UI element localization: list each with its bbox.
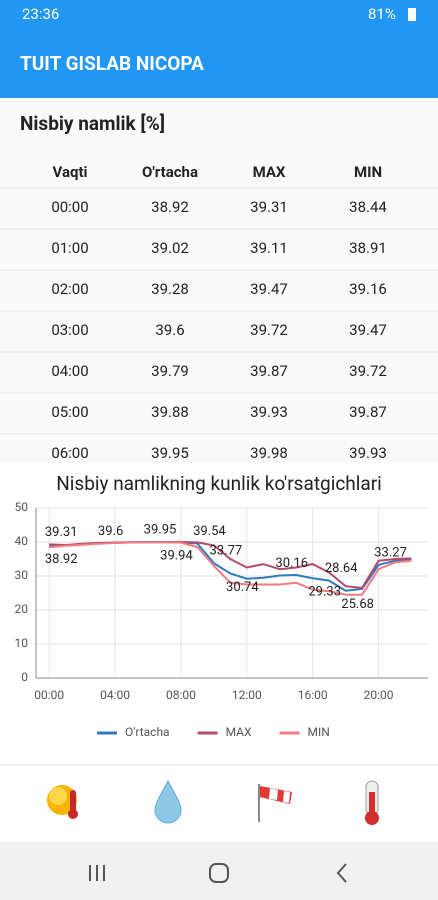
table-cell: 38.92	[151, 198, 189, 216]
system-nav-buttons[interactable]	[89, 863, 347, 883]
table-cell: 05:00	[51, 403, 88, 421]
table-cell: 39.88	[151, 403, 189, 421]
app-header	[0, 0, 438, 98]
table-cell: 39.95	[151, 444, 189, 462]
table-cell: 39.72	[349, 362, 387, 380]
x-tick-label: 00:00	[34, 688, 64, 702]
data-label: 30.16	[275, 556, 308, 571]
table-cell: 39.72	[250, 321, 288, 339]
legend-label: MIN	[308, 725, 330, 739]
data-label: 30.74	[226, 580, 259, 595]
x-tick-label: 16:00	[298, 688, 328, 702]
data-label: 39.6	[98, 524, 123, 539]
nav-humidity[interactable]	[154, 779, 182, 824]
table-cell: 04:00	[51, 362, 88, 380]
table-cell: 39.16	[349, 280, 387, 298]
data-label: 29.33	[308, 585, 341, 600]
y-tick-label: 0	[21, 670, 28, 684]
table-cell: 39.47	[250, 280, 288, 298]
legend-label: MAX	[226, 725, 252, 739]
table-area	[0, 98, 438, 463]
status-battery: 81%	[368, 5, 396, 23]
table-cell: 02:00	[51, 280, 88, 298]
table-cell: 00:00	[51, 198, 88, 216]
chart: Nisbiy namlikning kunlik ko'rsatgichlari…	[15, 472, 428, 739]
table-cell: 38.91	[349, 239, 387, 257]
table-cell: 01:00	[51, 239, 88, 257]
y-tick-label: 10	[15, 636, 29, 650]
data-label: 39.54	[193, 524, 226, 539]
data-label: 28.64	[325, 561, 358, 576]
battery-icon	[408, 8, 416, 21]
legend-label: O'rtacha	[125, 725, 170, 739]
data-label: 39.95	[144, 523, 177, 538]
chart-title: Nisbiy namlikning kunlik ko'rsatgichlari	[56, 472, 382, 495]
table: Vaqti O'rtacha MAX MIN 00:00 38.92 39.31 38.44 0…	[0, 163, 438, 462]
table-cell: 38.44	[349, 198, 387, 216]
section-title: Nisbiy namlik [%]	[20, 112, 165, 135]
data-label: 39.94	[160, 549, 193, 564]
y-tick-label: 40	[15, 534, 29, 548]
app-title: TUIT GISLAB NICOPA	[20, 52, 204, 75]
series-line	[49, 541, 412, 596]
table-cell: 39.98	[250, 444, 288, 462]
table-cell: 39.87	[349, 403, 387, 421]
x-tick-label: 04:00	[100, 688, 130, 702]
table-cell: 39.79	[151, 362, 189, 380]
nav-weather[interactable]	[47, 785, 78, 819]
table-header: MAX	[253, 163, 286, 181]
table-cell: 39.93	[349, 444, 387, 462]
table-cell: 39.31	[250, 198, 288, 216]
table-cell: 39.93	[250, 403, 288, 421]
table-cell: 39.87	[250, 362, 288, 380]
data-label: 25.68	[341, 597, 374, 612]
table-cell: 39.28	[151, 280, 189, 298]
table-header: Vaqti	[53, 163, 88, 181]
table-cell: 39.6	[155, 321, 184, 339]
data-label: 38.92	[45, 552, 78, 567]
table-cell: 39.11	[250, 239, 288, 257]
table-cell: 39.02	[151, 239, 189, 257]
table-cell: 39.47	[349, 321, 387, 339]
x-tick-label: 20:00	[364, 688, 394, 702]
table-cell: 03:00	[51, 321, 88, 339]
data-label: 39.31	[45, 525, 78, 540]
x-tick-label: 08:00	[166, 688, 196, 702]
x-tick-label: 12:00	[232, 688, 262, 702]
y-tick-label: 20	[15, 602, 29, 616]
nav-wind[interactable]	[258, 784, 292, 822]
table-header: MIN	[354, 163, 382, 181]
system-nav-bar	[0, 842, 438, 900]
table-header: O'rtacha	[142, 163, 198, 181]
y-tick-label: 30	[15, 568, 29, 582]
data-label: 33.77	[210, 544, 243, 559]
status-time: 23:36	[22, 5, 59, 23]
table-cell: 06:00	[51, 444, 88, 462]
data-label: 33.27	[374, 545, 407, 560]
nav-temperature[interactable]	[365, 780, 379, 825]
y-tick-label: 50	[15, 500, 29, 514]
